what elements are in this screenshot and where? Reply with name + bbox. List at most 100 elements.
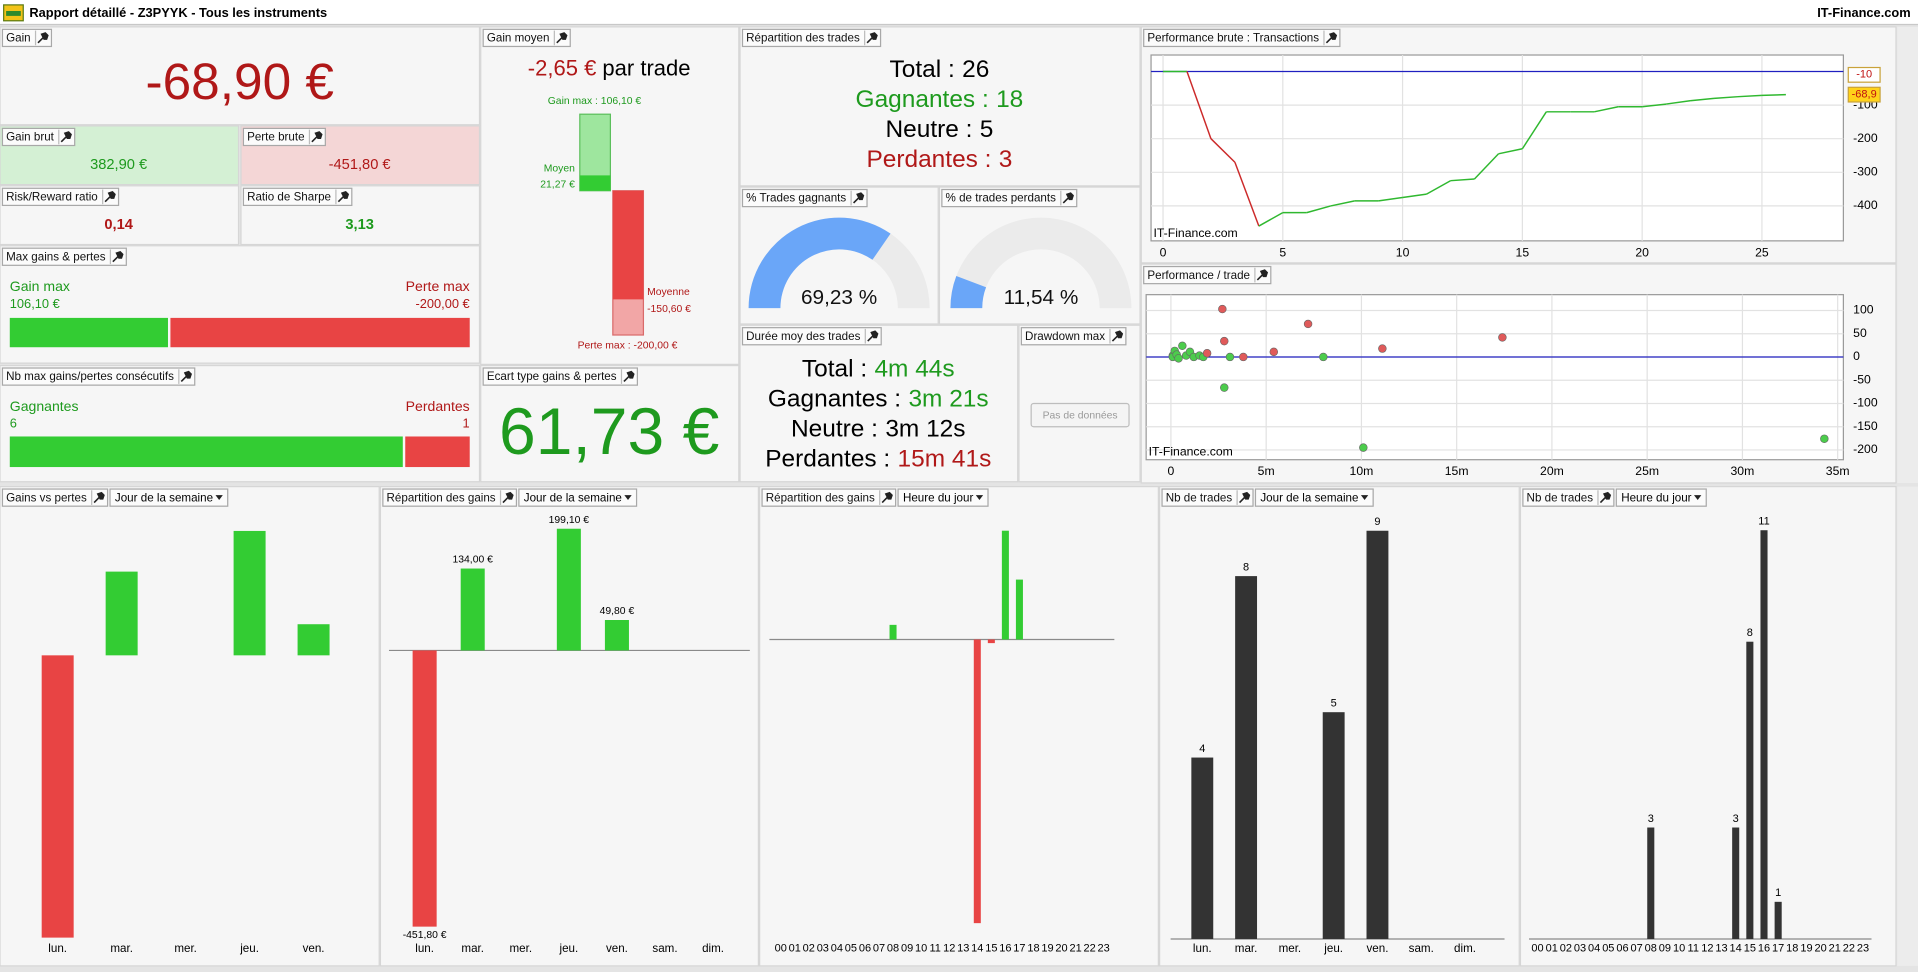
x-tick-label: 20 [1635, 245, 1649, 259]
wrench-icon [1238, 491, 1251, 504]
panel-title: % Trades gagnants [746, 192, 846, 205]
value-label: 3 [1648, 813, 1654, 825]
panel-title: Nb max gains/pertes consécutifs [6, 370, 174, 383]
x-tick-label: mer. [1279, 942, 1302, 955]
x-tick-label: 15 [985, 943, 997, 955]
selector[interactable] [1615, 488, 1707, 507]
x-tick-label: dim. [702, 942, 724, 955]
x-tick-label: 20 [1814, 943, 1826, 955]
performance-segment [1666, 99, 1691, 105]
selector-label[interactable]: Heure du jour [1621, 491, 1691, 504]
selector-arrow[interactable] [975, 495, 984, 501]
wrench-icon [853, 192, 865, 204]
x-tick-label: 03 [817, 943, 829, 955]
x-tick-label: 17 [1013, 943, 1025, 955]
header-brand: IT-Finance.com [1817, 5, 1910, 20]
x-tick-label: 17 [1772, 943, 1784, 955]
duration-row: Neutre : 3m 12s [791, 416, 965, 443]
x-tick-label: 16 [999, 943, 1011, 955]
x-tick-label: 11 [929, 943, 940, 955]
selector-label[interactable]: Heure du jour [903, 491, 973, 504]
header-title: Rapport détaillé - Z3PYYK - Tous les ins… [29, 5, 327, 20]
duration-label: Total : [802, 356, 867, 383]
x-tick-label: 5 [1279, 245, 1286, 259]
selector[interactable] [109, 488, 229, 507]
x-tick-label: dim. [1454, 942, 1476, 955]
no-data-button[interactable] [1030, 402, 1130, 428]
selector-label[interactable]: Jour de la semaine [115, 491, 213, 504]
y-tick-label: -400 [1853, 198, 1878, 212]
bar [987, 639, 995, 644]
value-label: 11 [1758, 516, 1769, 528]
wrench-icon [337, 191, 350, 203]
x-tick-label: 16 [1758, 943, 1770, 955]
no-data-label[interactable]: Pas de données [1043, 410, 1118, 421]
gauge-label: 11,54 % [1004, 286, 1079, 309]
x-tick-label: 01 [1546, 943, 1558, 955]
y-tick-label: -300 [1853, 165, 1878, 179]
performance-segment [1210, 138, 1236, 163]
panel-tab [1, 367, 196, 386]
selector[interactable] [518, 488, 638, 507]
selector-arrow[interactable] [215, 495, 223, 501]
selector[interactable] [1254, 488, 1374, 507]
wrench-icon [1256, 269, 1269, 281]
selector-label[interactable]: Jour de la semaine [1260, 491, 1358, 504]
gain-max-value: 106,10 € [10, 296, 60, 311]
panel-tab [941, 188, 1078, 208]
x-tick-label: 00 [1531, 943, 1543, 955]
selector-arrow[interactable] [1360, 495, 1369, 501]
x-tick-label: 20 [1055, 943, 1067, 955]
y-tick-label: 0 [1853, 349, 1860, 363]
axis-marker-label: -10 [1856, 69, 1872, 81]
panel [480, 26, 740, 365]
x-tick-label: mar. [110, 942, 133, 955]
app-logo-band [6, 11, 21, 16]
axis-marker [1847, 86, 1881, 103]
x-tick-label: jeu. [239, 942, 259, 955]
trade-count-row: Gagnantes : 18 [856, 86, 1024, 113]
x-tick-label: 05 [845, 943, 857, 955]
x-tick-label: 12 [1701, 943, 1713, 955]
x-tick-label: ven. [1366, 942, 1388, 955]
y-tick-label: -100 [1853, 396, 1878, 410]
x-tick-label: 13 [1715, 943, 1727, 955]
wrench-icon [93, 491, 105, 504]
x-tick-label: ven. [303, 942, 325, 955]
bar [889, 624, 897, 640]
x-tick-label: 15 [1516, 245, 1530, 259]
x-tick-label: ven. [606, 942, 628, 955]
x-tick-label: sam. [652, 942, 677, 955]
selector-arrow[interactable] [1694, 495, 1702, 501]
performance-segment [1642, 103, 1667, 108]
perte-max-label: Perte max [406, 278, 470, 294]
bar [41, 655, 74, 938]
x-tick-label: jeu. [558, 942, 578, 955]
losses-value: 1 [463, 416, 470, 431]
duration-value: 15m 41s [898, 446, 992, 473]
performance-segment [1186, 71, 1212, 139]
x-tick-label: 18 [1786, 943, 1798, 955]
selector-arrow[interactable] [624, 495, 632, 501]
avg-loss-caption: -150,60 € [647, 304, 691, 315]
wrench-icon [866, 32, 878, 44]
bar [1760, 530, 1768, 939]
performance-segment [1450, 178, 1475, 182]
performance-segment [1737, 94, 1762, 98]
x-tick-label: 03 [1574, 943, 1586, 955]
x-tick-label: 10 [915, 943, 927, 955]
selector-label[interactable]: Jour de la semaine [524, 491, 622, 504]
performance-segment [1306, 205, 1331, 214]
watermark: IT-Finance.com [1153, 226, 1237, 240]
x-tick-label: 0 [1168, 464, 1175, 478]
wrench-icon [104, 191, 116, 203]
avg-gain-headline: -2,65 € par trade [528, 56, 691, 81]
performance-segment [1378, 196, 1403, 202]
trade-point [1269, 347, 1279, 357]
ecart-type-value: 61,73 € [499, 394, 719, 468]
selector[interactable] [897, 488, 989, 507]
sharpe-value: 3,13 [345, 217, 374, 233]
x-tick-label: 18 [1027, 943, 1039, 955]
panel [0, 185, 240, 246]
avg-loss-title: Moyenne [647, 287, 690, 298]
